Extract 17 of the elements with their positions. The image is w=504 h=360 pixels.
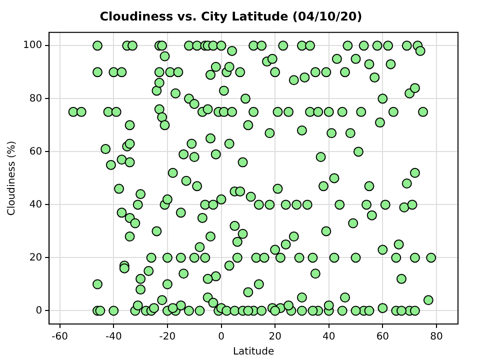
x-tick-label: 0 [218, 332, 224, 343]
x-tick-label: -60 [52, 332, 68, 343]
y-tick-label: 40 [29, 199, 42, 210]
x-tick-label: 20 [268, 332, 282, 343]
x-axis-title: Latitude [232, 346, 274, 358]
y-axis-title: Cloudiness (%) [6, 140, 18, 216]
y-tick-label: 100 [22, 40, 42, 52]
x-tick-label: 60 [376, 332, 390, 343]
x-tick-label: -20 [159, 332, 176, 343]
y-tick-label: 60 [29, 146, 42, 158]
x-tick-label: -40 [105, 332, 122, 343]
x-tick-label: 40 [322, 332, 336, 343]
y-tick-label: 80 [29, 93, 42, 104]
chart-title: Cloudiness vs. City Latitude (04/10/20) [100, 9, 362, 24]
y-tick-label: 0 [36, 305, 42, 316]
y-tick-label: 20 [29, 252, 42, 264]
x-tick-label: 80 [430, 332, 443, 343]
